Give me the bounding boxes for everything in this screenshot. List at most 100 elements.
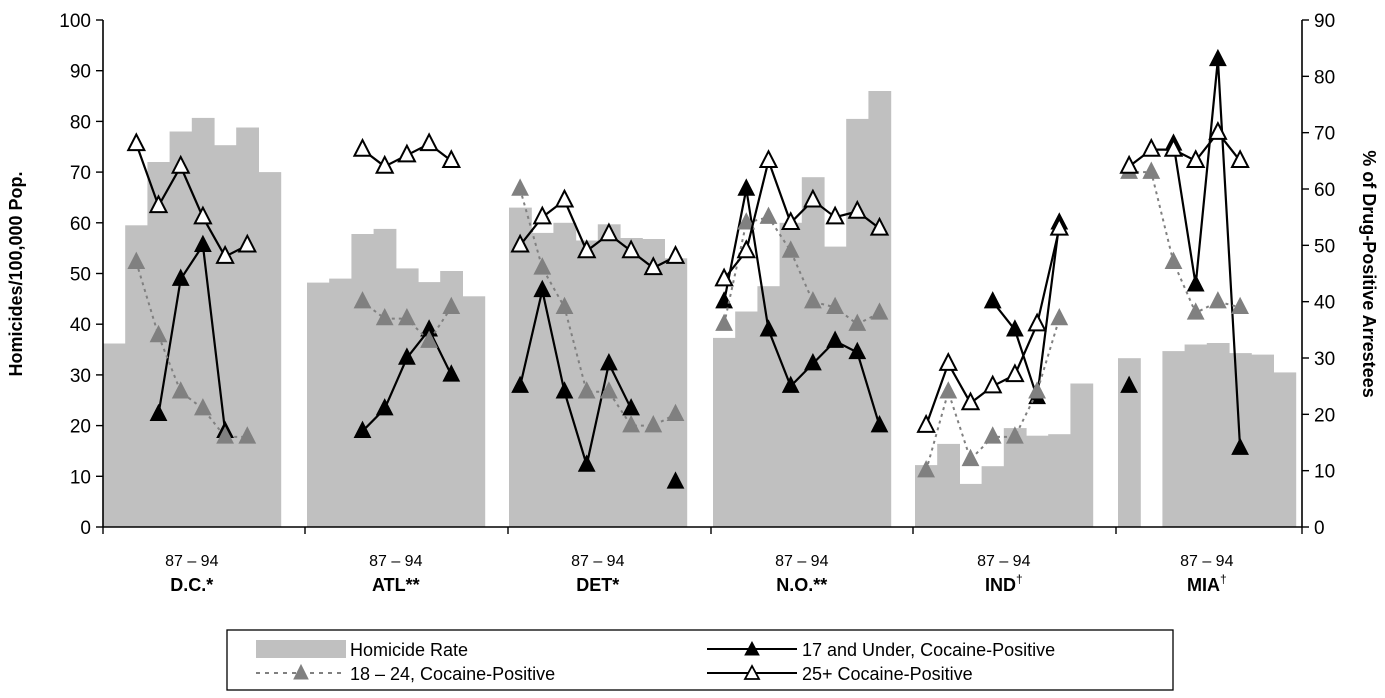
marker-age18-24-cocaine-ind-0 (917, 460, 935, 478)
marker-age25-plus-cocaine-atl-4 (397, 143, 417, 163)
marker-age17-under-cocaine-no-2 (759, 319, 778, 337)
bar-mia-4 (1206, 343, 1230, 527)
line-age17-under-cocaine-dc-0 (157, 242, 227, 432)
legend-label-18-24: 18 – 24, Cocaine-Positive (350, 664, 555, 684)
bar-no-0 (713, 337, 736, 527)
marker-age18-24-cocaine-mia-4 (1209, 291, 1227, 309)
city-label-dc: D.C.* (170, 575, 213, 595)
y-tick-label-70: 70 (70, 163, 91, 184)
city-label-ind: IND† (985, 572, 1023, 595)
bar-det-2 (553, 222, 577, 528)
city-mark-ind: † (1016, 572, 1023, 586)
city-mark-no: ** (813, 575, 827, 595)
marker-age25-plus-cocaine-mia-0 (1119, 154, 1139, 174)
marker-age18-24-cocaine-mia-2 (1164, 251, 1183, 269)
marker-age25-plus-cocaine-mia-3 (1185, 149, 1206, 169)
marker-age18-24-cocaine-det-7 (666, 403, 685, 422)
bar-atl-5 (418, 282, 441, 527)
marker-age25-plus-cocaine-det-3 (576, 239, 597, 259)
bar-dc-5 (214, 145, 237, 527)
marker-age17-under-cocaine-det-1 (533, 279, 552, 298)
bar-atl-1 (329, 278, 352, 527)
marker-age18-24-cocaine-no-6 (848, 313, 867, 331)
marker-age17-under-cocaine-det-2 (555, 381, 574, 399)
bar-atl-7 (462, 296, 486, 527)
bar-atl-0 (307, 282, 330, 527)
y-tick-label-80: 80 (70, 112, 91, 133)
marker-age18-24-cocaine-no-3 (781, 240, 800, 258)
marker-age17-under-cocaine-atl-3 (375, 398, 394, 416)
marker-age18-24-cocaine-mia-3 (1186, 302, 1205, 320)
marker-age25-plus-cocaine-ind-5 (1027, 312, 1047, 332)
marker-age18-24-cocaine-no-1 (737, 212, 756, 230)
marker-age25-plus-cocaine-det-5 (621, 239, 641, 259)
range-label-dc: 87 – 94 (165, 553, 218, 570)
bar-no-1 (735, 311, 758, 527)
range-label-mia: 87 – 94 (1180, 553, 1233, 570)
line-age17-under-cocaine-ind-0 (991, 222, 1061, 398)
marker-age17-under-cocaine-no-1 (737, 178, 756, 196)
city-label-atl: ATL** (372, 575, 420, 595)
y2-tick-label-40: 40 (1314, 293, 1335, 314)
marker-age25-plus-cocaine-dc-1 (126, 132, 147, 152)
marker-age25-plus-cocaine-dc-5 (215, 244, 235, 264)
marker-age25-plus-cocaine-mia-5 (1230, 149, 1250, 169)
city-name-no: N.O. (776, 575, 813, 595)
marker-age18-24-cocaine-det-4 (600, 381, 618, 399)
bar-atl-6 (440, 271, 463, 527)
marker-age17-under-cocaine-atl-2 (353, 420, 372, 438)
marker-age17-under-cocaine-dc-3 (171, 268, 190, 286)
marker-age18-24-cocaine-no-7 (870, 302, 889, 320)
bar-det-6 (642, 239, 665, 527)
bar-det-1 (531, 232, 554, 527)
y-tick-label-100: 100 (59, 11, 91, 32)
y-tick-label-30: 30 (70, 366, 91, 387)
legend-label-25-plus: 25+ Cocaine-Positive (802, 664, 973, 684)
bar-no-3 (779, 222, 803, 528)
city-mark-atl: ** (406, 575, 420, 595)
city-label-det: DET* (576, 575, 619, 595)
marker-age17-under-cocaine-no-6 (848, 341, 867, 360)
marker-age25-plus-cocaine-ind-2 (960, 391, 981, 411)
y2-tick-label-50: 50 (1314, 236, 1335, 257)
marker-age18-24-cocaine-no-2 (759, 206, 778, 224)
y-tick-label-50: 50 (70, 265, 91, 286)
city-label-no: N.O.** (776, 575, 827, 595)
marker-age18-24-cocaine-dc-5 (216, 426, 234, 444)
bar-ind-0 (915, 465, 938, 527)
range-label-ind: 87 – 94 (977, 553, 1030, 570)
marker-age17-under-cocaine-mia-0 (1120, 375, 1138, 393)
marker-age18-24-cocaine-no-5 (826, 296, 844, 315)
bar-ind-7 (1070, 383, 1094, 527)
range-label-atl: 87 – 94 (369, 553, 422, 570)
city-name-ind: IND (985, 575, 1016, 595)
bar-ind-6 (1048, 434, 1071, 527)
marker-age18-24-cocaine-ind-1 (939, 381, 958, 399)
marker-age25-plus-cocaine-det-4 (599, 222, 619, 242)
bar-dc-6 (236, 127, 259, 527)
city-mark-mia: † (1220, 572, 1227, 586)
marker-age25-plus-cocaine-det-7 (665, 244, 686, 264)
marker-age25-plus-cocaine-atl-3 (374, 154, 395, 174)
bar-ind-5 (1026, 435, 1049, 527)
marker-age25-plus-cocaine-ind-1 (938, 351, 959, 371)
marker-age17-under-cocaine-atl-6 (442, 364, 461, 382)
marker-age17-under-cocaine-ind-3 (983, 291, 1002, 309)
bar-mia-3 (1184, 344, 1208, 527)
marker-age17-under-cocaine-det-4 (600, 353, 618, 371)
marker-age18-24-cocaine-ind-2 (961, 448, 980, 467)
city-name-mia: MIA (1187, 575, 1220, 595)
bar-ind-2 (959, 483, 983, 527)
line-age17-under-cocaine-mia-1 (1172, 59, 1242, 449)
city-mark-det: * (612, 575, 619, 595)
marker-age17-under-cocaine-no-5 (826, 330, 844, 348)
legend-box (226, 629, 1174, 691)
city-name-atl: ATL (372, 575, 406, 595)
y2-tick-label-20: 20 (1314, 405, 1335, 426)
marker-age25-plus-cocaine-mia-2 (1163, 137, 1184, 157)
marker-age18-24-cocaine-ind-5 (1028, 381, 1046, 399)
line-age18-24-cocaine-mia-0 (1129, 171, 1241, 315)
cocaine-lines (126, 48, 1250, 489)
